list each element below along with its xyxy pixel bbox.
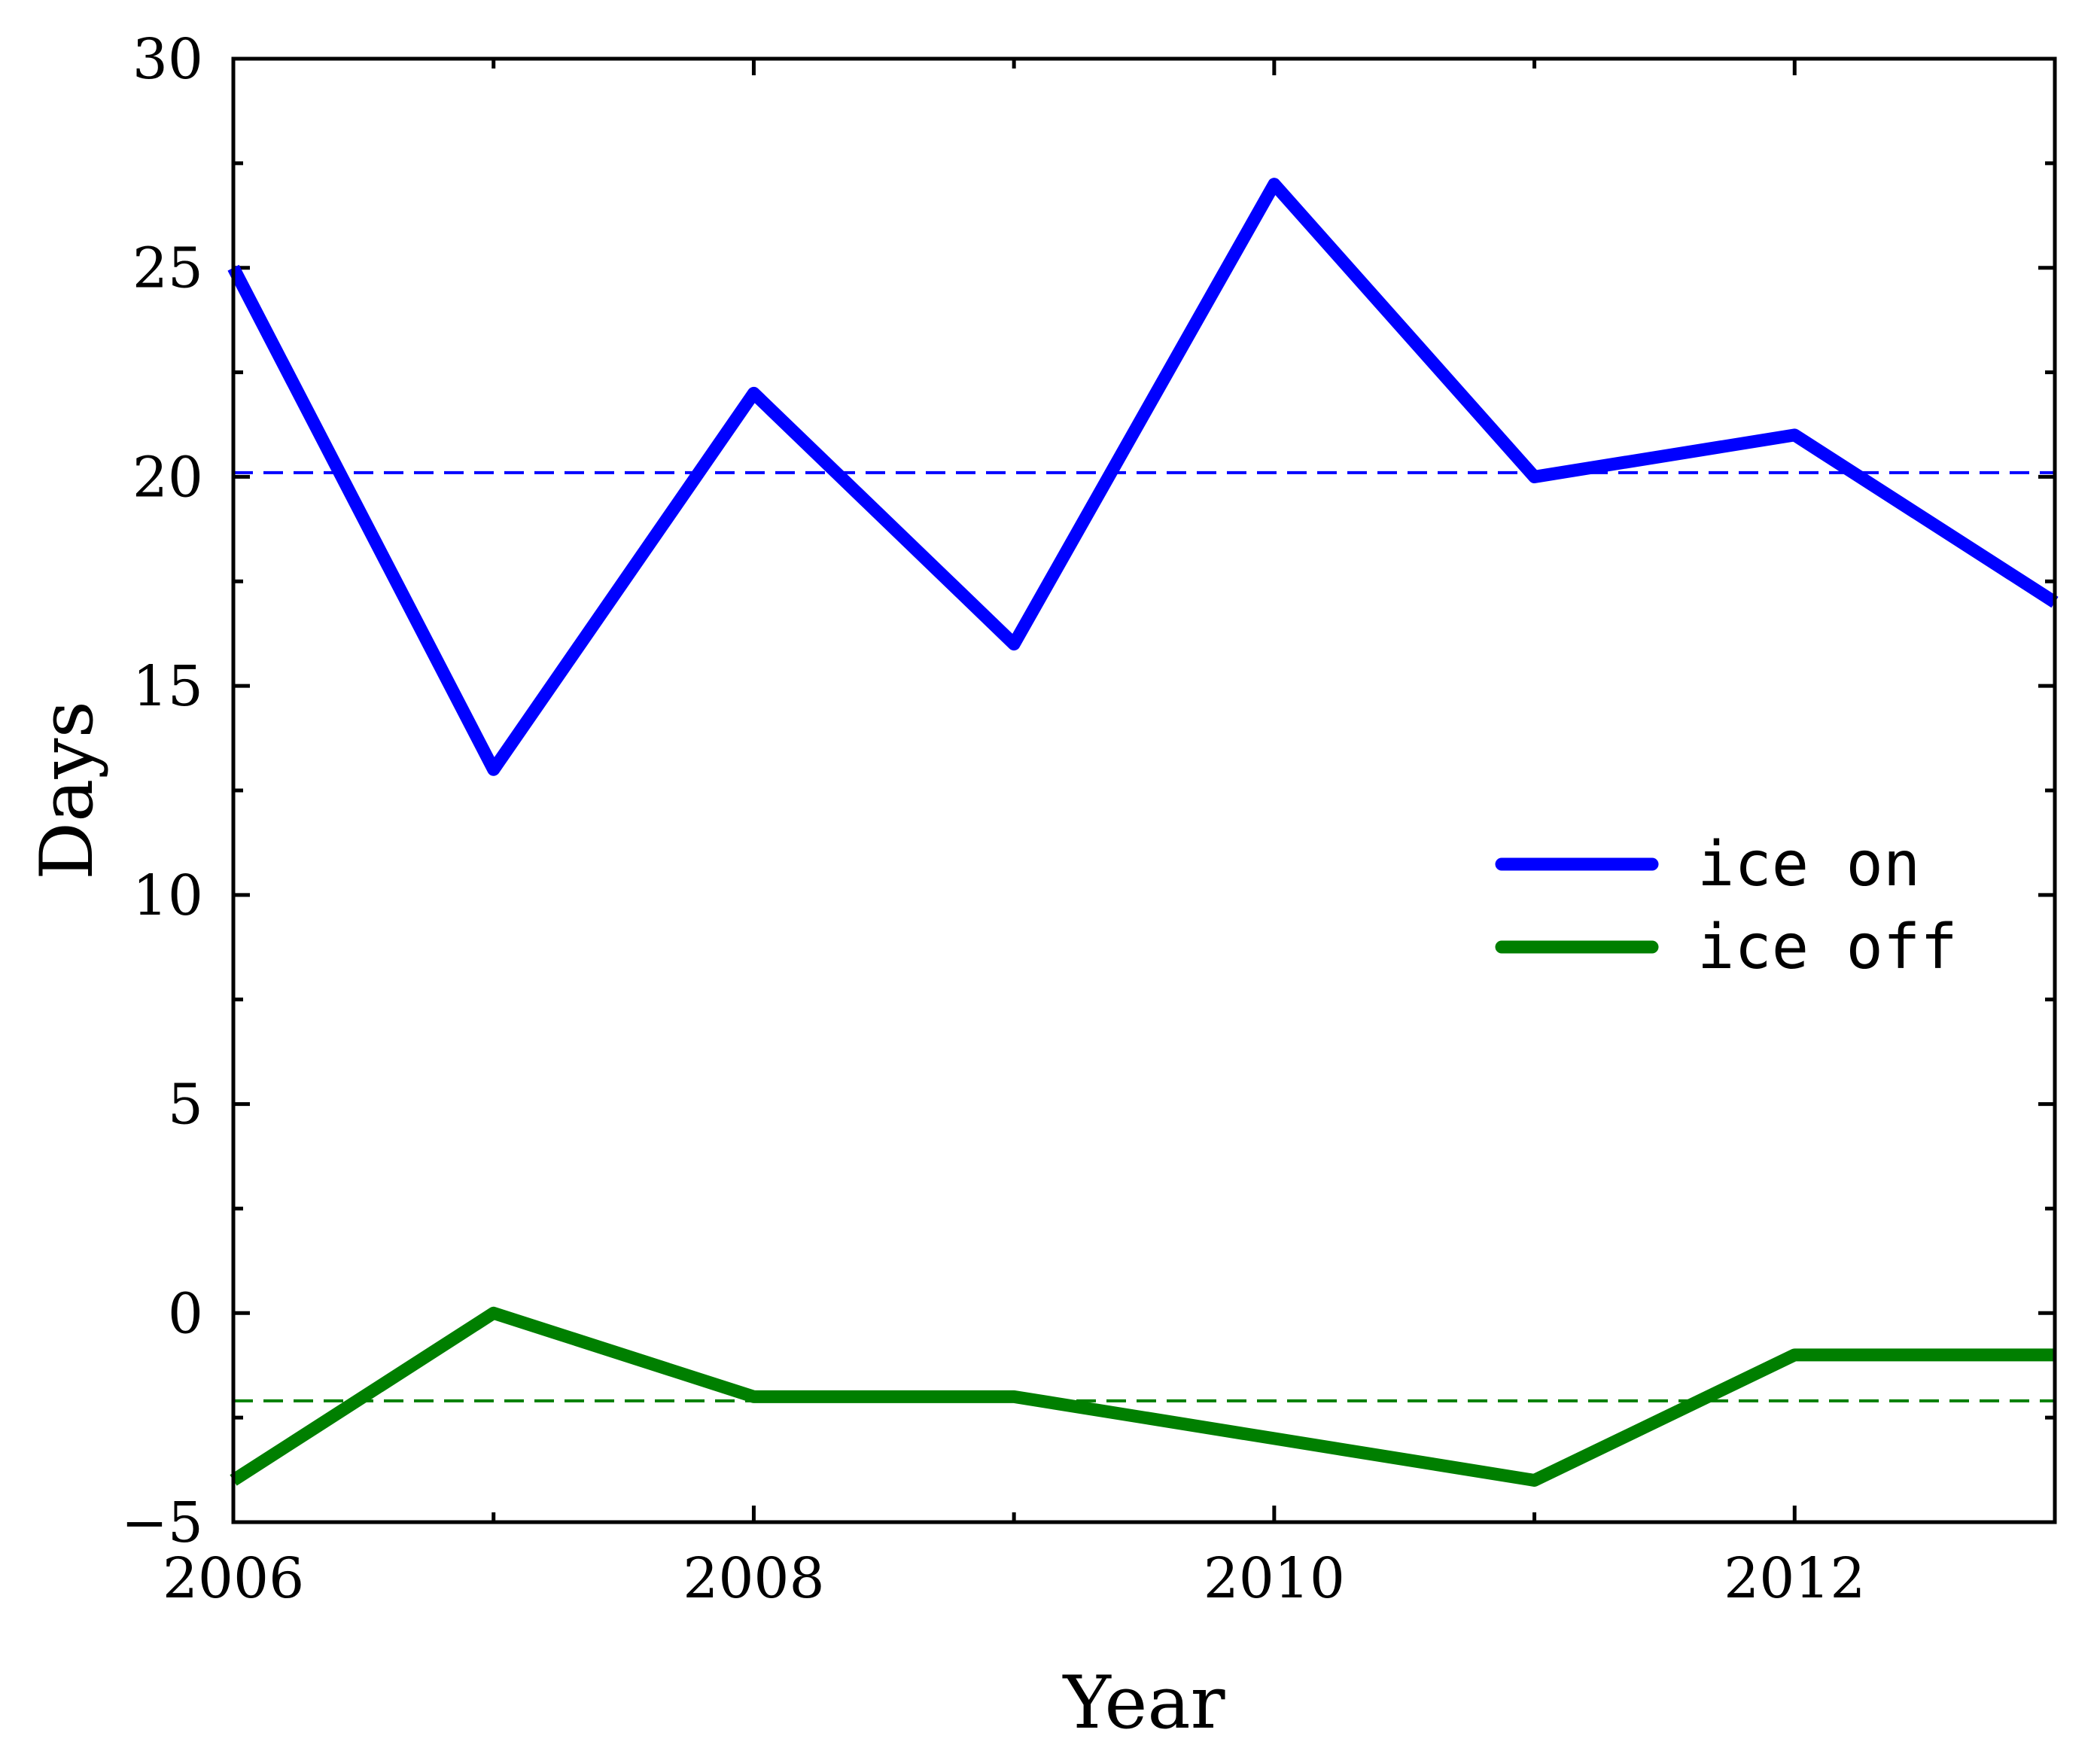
x-tick-label: 2012 <box>1724 1546 1865 1611</box>
legend-label-ice-off: ice off <box>1697 912 1958 983</box>
data-point-ice-on <box>753 392 754 394</box>
mean-reference-lines <box>233 470 2055 1402</box>
data-point-ice-off <box>753 1396 754 1397</box>
tick-labels: 2006 2008 2010 2012 −5 0 5 10 15 20 25 30 <box>121 27 1866 1611</box>
y-tick-label: 20 <box>132 445 203 510</box>
y-tick-label: 25 <box>132 236 203 301</box>
data-point-ice-on <box>1013 644 1015 645</box>
y-axis-title: Days <box>25 701 109 880</box>
y-tick-label: 30 <box>132 27 203 92</box>
x-tick-label: 2008 <box>683 1546 824 1611</box>
y-tick-label: 5 <box>168 1073 203 1137</box>
data-point-ice-off <box>1274 1438 1275 1439</box>
legend: ice on ice off <box>1495 829 1958 983</box>
x-tick-label: 2010 <box>1204 1546 1345 1611</box>
data-point-ice-on <box>1274 184 1275 185</box>
plot-frame <box>231 56 2057 1524</box>
y-tick-label: 10 <box>132 863 203 928</box>
data-point-ice-on <box>493 769 495 770</box>
y-tick-label: 15 <box>132 654 203 719</box>
y-tick-label: −5 <box>121 1491 203 1555</box>
data-point-ice-off <box>1794 1354 1795 1356</box>
x-axis-title: Year <box>1062 1661 1225 1745</box>
x-tick-label: 2006 <box>163 1546 304 1611</box>
data-point-ice-off <box>1013 1396 1015 1397</box>
data-point-ice-on <box>1534 476 1535 477</box>
series-line-ice-on <box>227 178 2059 776</box>
data-series <box>227 178 2059 1487</box>
series-line-ice-off <box>230 1306 2055 1487</box>
data-point-ice-on <box>1794 434 1795 436</box>
data-point-ice-off <box>493 1312 495 1314</box>
legend-label-ice-on: ice on <box>1697 829 1920 900</box>
y-tick-label: 0 <box>168 1281 203 1346</box>
data-point-ice-off <box>1534 1479 1535 1481</box>
